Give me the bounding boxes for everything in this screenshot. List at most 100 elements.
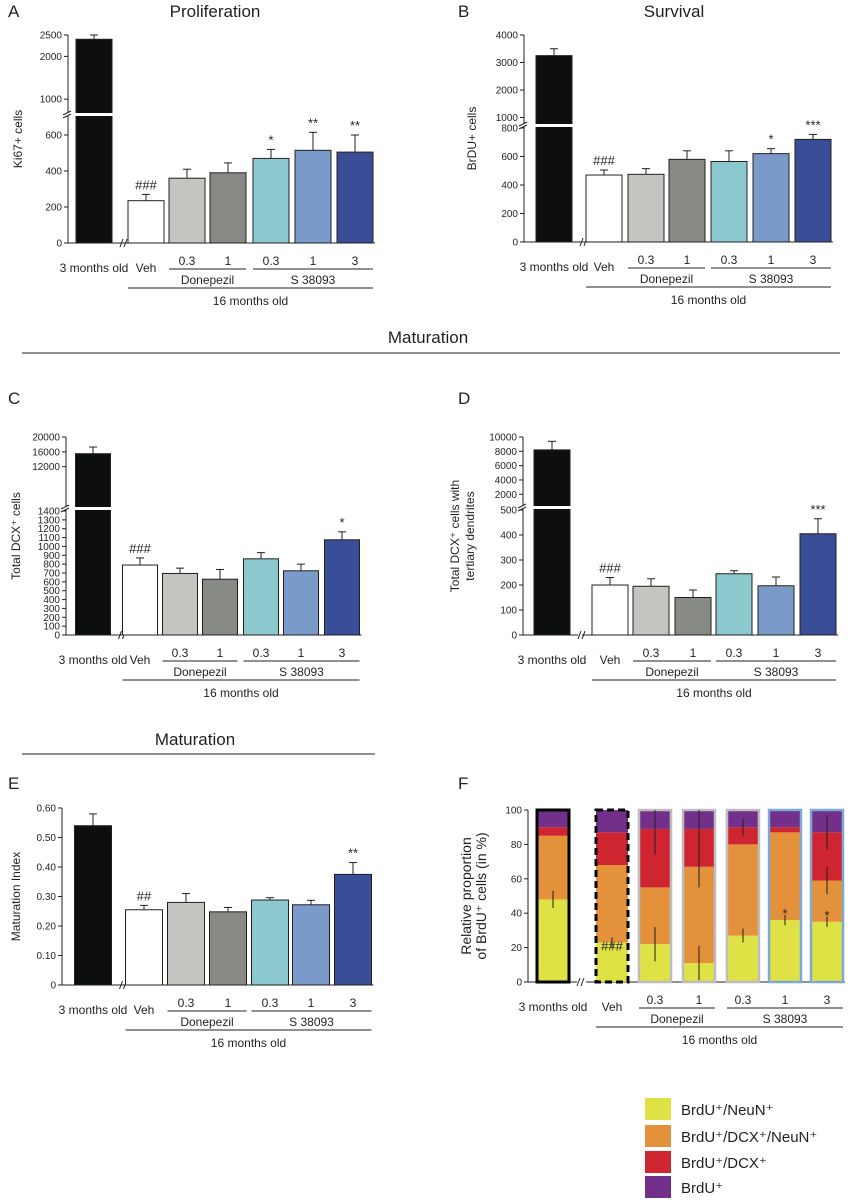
category-label: Veh: [602, 1000, 623, 1014]
axis-break: [577, 630, 582, 640]
bar: [75, 453, 111, 636]
category-label: Veh: [600, 653, 621, 667]
y-axis-title: Total DCX⁺ cells: [9, 492, 23, 580]
axis-break: [60, 507, 70, 513]
bar: [127, 200, 165, 244]
stack-outline: [809, 808, 845, 984]
bar: [752, 153, 790, 243]
drug-label: Donepezil: [180, 1015, 233, 1029]
y-tick-label: 500: [43, 586, 60, 597]
category-label: 3: [824, 993, 831, 1007]
stack-segment: [769, 810, 801, 828]
y-tick-label: 0.40: [37, 863, 57, 874]
drug-label: S 38093: [763, 1012, 808, 1026]
stack-segment: [769, 832, 801, 921]
category-label: Veh: [134, 1003, 155, 1017]
y-tick-label: 2500: [40, 31, 63, 42]
axis-break: [60, 504, 70, 510]
axis-break-gap: [518, 506, 528, 509]
axis-break-gap: [63, 113, 73, 116]
axis-break: [517, 503, 527, 509]
legend-label: BrdU⁺: [681, 1180, 723, 1197]
drug-label: S 38093: [289, 1015, 334, 1029]
bar: [674, 597, 712, 636]
y-tick-label: 0: [511, 631, 517, 642]
significance-label: ###: [599, 561, 621, 576]
panel-title: Survival: [644, 2, 704, 21]
bar: [715, 573, 753, 636]
y-tick-label: 200: [501, 209, 518, 220]
category-label: 1: [225, 996, 232, 1010]
age-label: 16 months old: [211, 1036, 286, 1050]
bar: [794, 138, 832, 243]
panel-letter: E: [8, 774, 19, 793]
age-label: 16 months old: [203, 686, 278, 700]
ref-group-label: 3 months old: [60, 261, 129, 275]
category-label: 1: [773, 646, 780, 660]
category-label: 3: [810, 253, 817, 267]
y-tick-label: 0.50: [37, 833, 57, 844]
bar: [585, 174, 623, 243]
y-axis-title: BrDU+ cells: [465, 107, 479, 171]
legend-label: BrdU⁺/DCX⁺: [681, 1155, 767, 1172]
category-label: 1: [696, 993, 703, 1007]
significance-label: *: [768, 132, 773, 147]
bar: [209, 911, 247, 986]
ref-group-label: 3 months old: [59, 653, 128, 667]
bar: [591, 584, 629, 636]
ref-group-label: 3 months old: [518, 653, 587, 667]
stack-segment: [727, 935, 759, 982]
category-label: 3: [352, 254, 359, 268]
axis-break: [518, 124, 528, 130]
significance-label: ###: [593, 153, 615, 168]
ref-group-label: 3 months old: [59, 1003, 128, 1017]
drug-label: Donepezil: [640, 272, 693, 286]
significance-label: *: [824, 908, 829, 923]
stack-outline: [767, 808, 803, 984]
significance-label: ###: [601, 938, 623, 953]
category-label: 0.3: [178, 996, 195, 1010]
panel-letter: B: [458, 2, 469, 21]
y-axis-title: Total DCX⁺ cells with: [448, 480, 462, 592]
drug-label: S 38093: [749, 272, 794, 286]
stack-segment: [596, 832, 628, 866]
chart-panel-E: E 0 0.10 0.20 0.30 0.40 0.50 0.60 ## ** 3 months o…: [8, 774, 374, 1050]
stack-segment: [769, 827, 801, 833]
category-label: 0.3: [262, 996, 279, 1010]
panel-letter: C: [8, 389, 20, 408]
significance-label: *: [268, 132, 273, 147]
y-tick-label: 300: [43, 604, 60, 615]
y-tick-label: 600: [45, 131, 62, 142]
category-label: 1: [308, 996, 315, 1010]
bar: [168, 177, 206, 244]
drug-label: Donepezil: [650, 1012, 703, 1026]
y-axis-title: Maturation Index: [9, 852, 23, 941]
stack-segment: [596, 942, 628, 982]
drug-label: Donepezil: [173, 665, 226, 679]
section-title: Maturation: [388, 328, 468, 347]
bar: [757, 585, 795, 636]
chart-panel-D: D 0 100 200 300 400 500 2000 4000 6000 8000 10000 ##…: [448, 389, 838, 700]
y-tick-label: 100: [43, 622, 60, 633]
y-tick-label: 0.60: [37, 804, 57, 815]
y-axis-label: Maturation Index: [9, 852, 23, 941]
y-tick-label: 2000: [40, 52, 63, 63]
bar: [334, 873, 372, 986]
y-axis-label: Total DCX⁺ cells with tertiary dendrites: [448, 480, 477, 592]
y-axis-label: BrDU+ cells: [465, 107, 479, 171]
bar: [632, 585, 670, 636]
category-label: 0.3: [721, 253, 738, 267]
bar-break: [533, 506, 571, 509]
y-tick-label: 400: [501, 181, 518, 192]
bar: [75, 38, 113, 244]
significance-label: ###: [135, 177, 157, 192]
ref-group-label: 3 months old: [519, 1000, 588, 1014]
axis-break: [62, 110, 72, 116]
y-tick-label: 1000: [38, 542, 61, 553]
category-label: 0.3: [726, 646, 743, 660]
y-tick-label: 600: [43, 577, 60, 588]
category-label: 1: [217, 646, 224, 660]
y-tick-label: 300: [500, 556, 517, 567]
legend-swatch: [645, 1151, 671, 1173]
